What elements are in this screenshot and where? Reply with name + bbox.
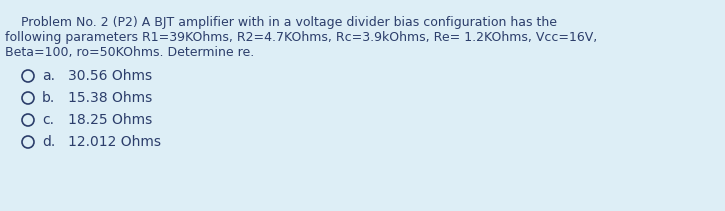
- Text: a.: a.: [42, 69, 55, 83]
- Text: following parameters R1=39KOhms, R2=4.7KOhms, Rc=3.9kOhms, Re= 1.2KOhms, Vcc=16V: following parameters R1=39KOhms, R2=4.7K…: [5, 31, 597, 44]
- Text: 12.012 Ohms: 12.012 Ohms: [68, 135, 161, 149]
- Text: Beta=100, ro=50KOhms. Determine re.: Beta=100, ro=50KOhms. Determine re.: [5, 46, 254, 59]
- Text: c.: c.: [42, 113, 54, 127]
- Text: d.: d.: [42, 135, 55, 149]
- Text: 18.25 Ohms: 18.25 Ohms: [68, 113, 152, 127]
- Text: b.: b.: [42, 91, 55, 105]
- Text: Problem No. 2 (P2) A BJT amplifier with in a voltage divider bias configuration : Problem No. 2 (P2) A BJT amplifier with …: [5, 16, 557, 29]
- Text: 30.56 Ohms: 30.56 Ohms: [68, 69, 152, 83]
- Text: 15.38 Ohms: 15.38 Ohms: [68, 91, 152, 105]
